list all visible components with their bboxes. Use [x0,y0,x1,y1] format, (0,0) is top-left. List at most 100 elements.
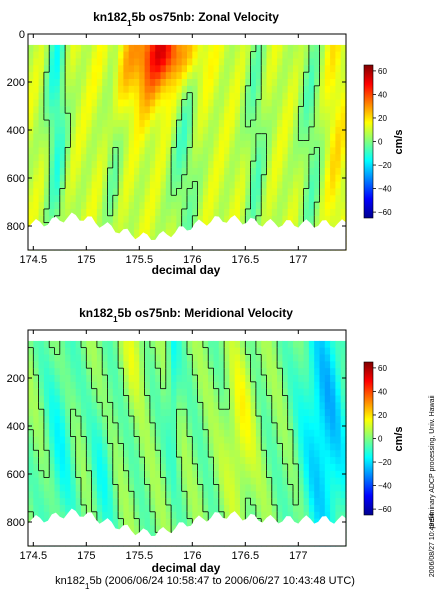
heatmap-cell [123,113,130,121]
heatmap-cell [293,44,299,53]
heatmap-cell [277,416,283,424]
heatmap-cell [192,208,199,217]
heatmap-cell [118,154,124,162]
heatmap-cell [43,388,50,397]
heatmap-cell [255,79,262,87]
heatmap-cell [208,368,215,376]
heatmap-cell [197,92,204,101]
heatmap-cell [192,450,199,458]
heatmap-cell [261,347,268,356]
heatmap-cell [112,92,119,101]
heatmap-cell [192,457,199,465]
heatmap-cell [277,470,283,479]
heatmap-cell [165,174,172,183]
heatmap-cell [282,470,289,479]
heatmap-cell [261,65,268,73]
heatmap-cell [81,361,87,369]
heatmap-cell [54,450,61,458]
heatmap-cell [213,174,220,183]
heatmap-cell [234,44,241,53]
heatmap-cell [271,361,278,369]
colorbar-tick-label: 20 [378,411,387,420]
heatmap-cell [155,409,162,417]
heatmap-cell [155,58,162,66]
heatmap-cell [112,99,119,107]
heatmap-cell [197,484,204,492]
heatmap-cell [43,58,50,66]
heatmap-cell [123,79,130,87]
heatmap-cell [308,140,315,148]
heatmap-cell [245,99,252,107]
heatmap-cell [86,106,93,114]
heatmap-cell [298,161,305,169]
heatmap-cell [107,361,114,369]
heatmap-cell [144,443,151,451]
heatmap-cell [192,195,199,203]
heatmap-cell [155,167,162,176]
heatmap-cell [266,99,273,107]
heatmap-cell [112,106,119,114]
heatmap-cell [340,395,347,403]
heatmap-cell [192,340,199,349]
heatmap-cell [96,133,103,142]
heatmap-cell [335,498,342,506]
heatmap-cell [314,409,321,417]
heatmap-cell [319,85,326,94]
heatmap-cell [197,402,204,410]
heatmap-cell [298,457,305,465]
heatmap-cell [261,484,268,492]
heatmap-cell [330,126,336,135]
heatmap-cell [59,72,66,80]
heatmap-cell [176,147,183,155]
heatmap-cell [181,511,188,520]
heatmap-cell [43,161,50,169]
heatmap-cell [49,126,56,135]
heatmap-cell [240,92,246,101]
heatmap-cell [187,126,193,135]
heatmap-cell [149,140,156,148]
heatmap-cell [171,409,177,417]
heatmap-cell [43,106,50,114]
heatmap-cell [176,188,183,196]
heatmap-cell [81,208,87,217]
heatmap-cell [91,491,98,499]
heatmap-cell [102,450,109,458]
meridional-plot-frame [27,329,347,547]
heatmap-cell [176,208,183,217]
heatmap-cell [54,457,61,465]
heatmap-cell [134,65,140,73]
heatmap-cell [187,470,193,479]
heatmap-cell [250,375,257,383]
heatmap-cell [324,436,331,444]
heatmap-cell [335,79,342,87]
zonal-no-data-mask [28,212,346,250]
heatmap-cell [340,457,347,465]
heatmap-cell [250,72,257,80]
heatmap-cell [86,202,93,210]
heatmap-cell [144,126,151,135]
heatmap-cell [54,126,61,135]
heatmap-cell [197,65,204,73]
heatmap-cell [330,174,336,183]
heatmap-cell [187,395,193,403]
heatmap-cell [277,422,283,431]
heatmap-cell [308,133,315,142]
heatmap-cell [118,120,124,128]
heatmap-cell [155,375,162,383]
heatmap-cell [298,51,305,60]
heatmap-cell [303,498,310,506]
heatmap-cell [197,477,204,486]
heatmap-cell [314,375,321,383]
heatmap-cell [144,181,151,190]
heatmap-cell [255,491,262,499]
heatmap-cell [218,133,225,142]
heatmap-cell [330,388,336,397]
heatmap-cell [234,340,241,349]
heatmap-cell [144,470,151,479]
heatmap-cell [176,477,183,486]
heatmap-cell [319,106,326,114]
heatmap-cell [112,126,119,135]
heatmap-cell [330,120,336,128]
heatmap-cell [86,375,93,383]
heatmap-cell [128,477,135,486]
